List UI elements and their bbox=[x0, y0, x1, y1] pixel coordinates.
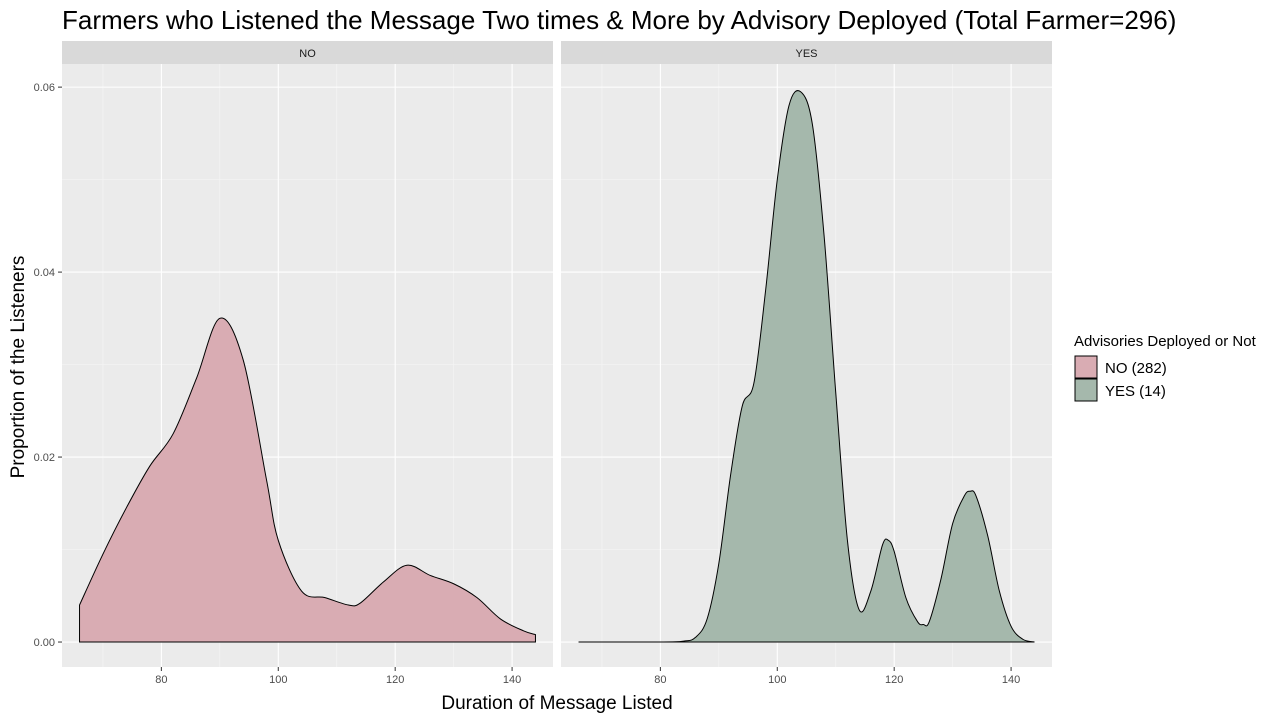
x-axis-no: 80 100 120 140 bbox=[155, 667, 521, 686]
y-tick-label: 0.04 bbox=[34, 267, 55, 279]
x-tick-label: 140 bbox=[503, 674, 521, 686]
x-tick-label: 120 bbox=[885, 674, 903, 686]
legend-key-no bbox=[1074, 355, 1098, 379]
density-area-no bbox=[79, 317, 536, 643]
y-tick-label: 0.00 bbox=[34, 637, 55, 649]
legend-label-yes: YES (14) bbox=[1105, 383, 1166, 400]
legend-key-yes bbox=[1074, 378, 1098, 402]
strip-label-no: NO bbox=[299, 48, 316, 60]
x-axis-yes: 80 100 120 140 bbox=[654, 667, 1020, 686]
strip-yes bbox=[561, 41, 1052, 64]
x-tick-label: 80 bbox=[155, 674, 167, 686]
y-tick-label: 0.02 bbox=[34, 452, 55, 464]
density-area-yes bbox=[578, 90, 1035, 643]
strip-label-yes: YES bbox=[795, 48, 817, 60]
y-axis: 0.00 0.02 0.04 0.06 bbox=[34, 82, 62, 649]
legend: Advisories Deployed or Not NO (282) YES … bbox=[1074, 333, 1257, 402]
panel-no: NO bbox=[62, 41, 553, 667]
x-tick-label: 140 bbox=[1002, 674, 1020, 686]
x-axis-title: Duration of Message Listed bbox=[441, 693, 672, 714]
x-tick-label: 100 bbox=[768, 674, 786, 686]
legend-label-no: NO (282) bbox=[1105, 360, 1167, 377]
x-tick-label: 80 bbox=[654, 674, 666, 686]
y-tick-label: 0.06 bbox=[34, 82, 55, 94]
x-tick-label: 100 bbox=[269, 674, 287, 686]
legend-title: Advisories Deployed or Not bbox=[1074, 333, 1257, 350]
strip-no bbox=[62, 41, 553, 64]
panel-yes: YES bbox=[561, 41, 1052, 667]
x-tick-label: 120 bbox=[386, 674, 404, 686]
chart-title: Farmers who Listened the Message Two tim… bbox=[62, 5, 1176, 35]
y-axis-title: Proportion of the Listeners bbox=[8, 256, 29, 479]
